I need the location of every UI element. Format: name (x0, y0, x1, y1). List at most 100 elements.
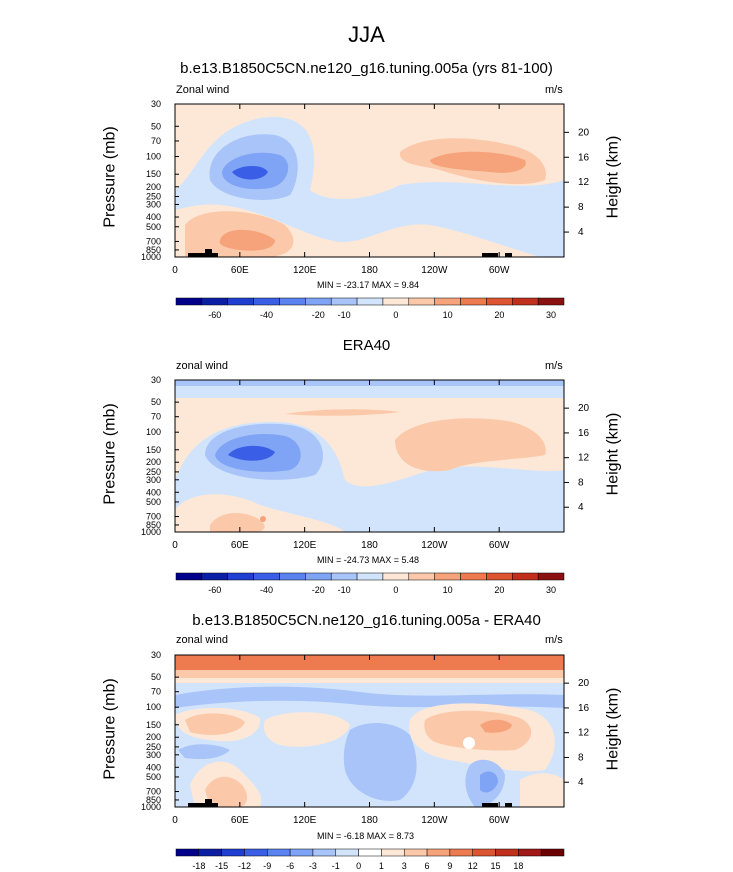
y-tick-label: 500 (146, 222, 161, 232)
colorbar-swatch (356, 572, 384, 581)
y-tick-label: 850 (146, 245, 161, 255)
y-tick-label: 300 (146, 475, 161, 485)
x-tick-label: 120W (421, 815, 448, 826)
y-tick-label: 30 (151, 375, 161, 385)
colorbar-label: -15 (215, 861, 228, 871)
topography-block (505, 253, 512, 257)
contour-plot: 3050701001502002503004005007008501000201… (141, 375, 590, 595)
colorbar-label: -40 (260, 310, 273, 320)
y-right-tick-label: 20 (578, 127, 590, 138)
y-tick-label: 400 (146, 212, 161, 222)
x-tick-label: 0 (172, 265, 178, 276)
contour-fill-pos1-right (520, 773, 564, 807)
colorbar-label: 3 (402, 861, 407, 871)
colorbar-label: -40 (260, 585, 273, 595)
colorbar-swatch (460, 297, 487, 306)
y-tick-label: 850 (146, 520, 161, 530)
colorbar-swatch (495, 848, 519, 857)
colorbar-label: 9 (447, 861, 452, 871)
y-tick-label: 500 (146, 497, 161, 507)
colorbar-label: 30 (546, 310, 556, 320)
y-tick-label: 300 (146, 750, 161, 760)
colorbar-swatch (512, 572, 539, 581)
colorbar-swatch (381, 848, 405, 857)
y-tick-label: 150 (146, 720, 161, 730)
x-tick-label: 180 (361, 815, 378, 826)
colorbar-label: -20 (312, 585, 325, 595)
contour-fill-pos-dot (260, 516, 266, 522)
y-tick-label: 700 (146, 236, 161, 246)
contour-fill-pos3-sw (205, 776, 248, 807)
colorbar-swatch (358, 848, 382, 857)
panel-title: ERA40 (342, 337, 391, 354)
contour-plot: 3050701001502002503004005007008501000201… (141, 99, 590, 320)
x-tick-label: 0 (172, 815, 178, 826)
y-tick-label: 850 (146, 795, 161, 805)
colorbar-swatch (201, 572, 228, 581)
colorbar-swatch (403, 848, 428, 857)
colorbar-swatch (434, 572, 461, 581)
colorbar-swatch (244, 848, 268, 857)
x-tick-label: 120E (293, 540, 317, 551)
contour-fill-pos1-mid (263, 712, 350, 747)
min-max-stats: MIN = -23.17 MAX = 9.84 (317, 280, 420, 290)
colorbar-swatch (537, 572, 565, 581)
colorbar-swatch (330, 572, 358, 581)
contour-fill-pos3-east (185, 713, 245, 735)
y-right-tick-label: 8 (578, 202, 584, 213)
colorbar-swatch (305, 297, 332, 306)
y-tick-label: 30 (151, 650, 161, 660)
x-tick-label: 60W (489, 265, 510, 276)
colorbar-label: 6 (425, 861, 430, 871)
colorbar-swatch (518, 848, 542, 857)
colorbar-swatch (335, 848, 359, 857)
y-tick-label: 50 (151, 397, 161, 407)
y-tick-label: 150 (146, 445, 161, 455)
y-tick-label: 200 (146, 182, 161, 192)
colorbar-label: -20 (312, 310, 325, 320)
colorbar-swatch (408, 297, 435, 306)
x-tick-label: 60W (489, 815, 510, 826)
y-tick-label: 100 (146, 702, 161, 712)
y-right-tick-label: 4 (578, 777, 584, 788)
colorbar-swatch (330, 297, 358, 306)
variable-label: zonal wind (176, 634, 228, 646)
colorbar-swatch (227, 297, 254, 306)
colorbar: -60 -40 -20 -10 0 10 20 30 (175, 297, 565, 320)
colorbar-label: 10 (443, 585, 453, 595)
colorbar-swatch (486, 572, 513, 581)
colorbar-swatch (253, 297, 280, 306)
colorbar-label: -6 (286, 861, 294, 871)
colorbar-label: 20 (494, 585, 504, 595)
contour-fill-pos5-east (210, 513, 265, 532)
y-right-tick-label: 4 (578, 502, 584, 513)
colorbar-swatch (175, 848, 200, 857)
y-tick-label: 100 (146, 152, 161, 162)
colorbar-label: 0 (393, 585, 398, 595)
colorbar-swatch (472, 848, 496, 857)
contour-fill-pos10-east (219, 229, 275, 251)
contour-fill-neg3-band (175, 686, 564, 708)
colorbar-label: -10 (338, 310, 351, 320)
colorbar-label: -3 (309, 861, 317, 871)
colorbar-label: 10 (443, 310, 453, 320)
y-right-tick-label: 16 (578, 428, 590, 439)
x-tick-label: 60E (231, 815, 249, 826)
x-tick-label: 120W (421, 265, 448, 276)
x-tick-label: 180 (361, 265, 378, 276)
y-tick-label: 50 (151, 672, 161, 682)
contour-fill-neg40 (232, 165, 268, 180)
y-tick-label: 500 (146, 772, 161, 782)
panel-title: b.e13.B1850C5CN.ne120_g16.tuning.005a (y… (180, 60, 553, 77)
contour-fill-neg6-lower-west (480, 771, 498, 793)
y-right-tick-label: 16 (578, 703, 590, 714)
x-tick-label: 120W (421, 540, 448, 551)
colorbar-label: -60 (208, 585, 221, 595)
colorbar-swatch (426, 848, 451, 857)
colorbar-swatch (279, 297, 306, 306)
colorbar-label: 1 (379, 861, 384, 871)
topography-block (205, 799, 212, 807)
colorbar-swatch (305, 572, 332, 581)
